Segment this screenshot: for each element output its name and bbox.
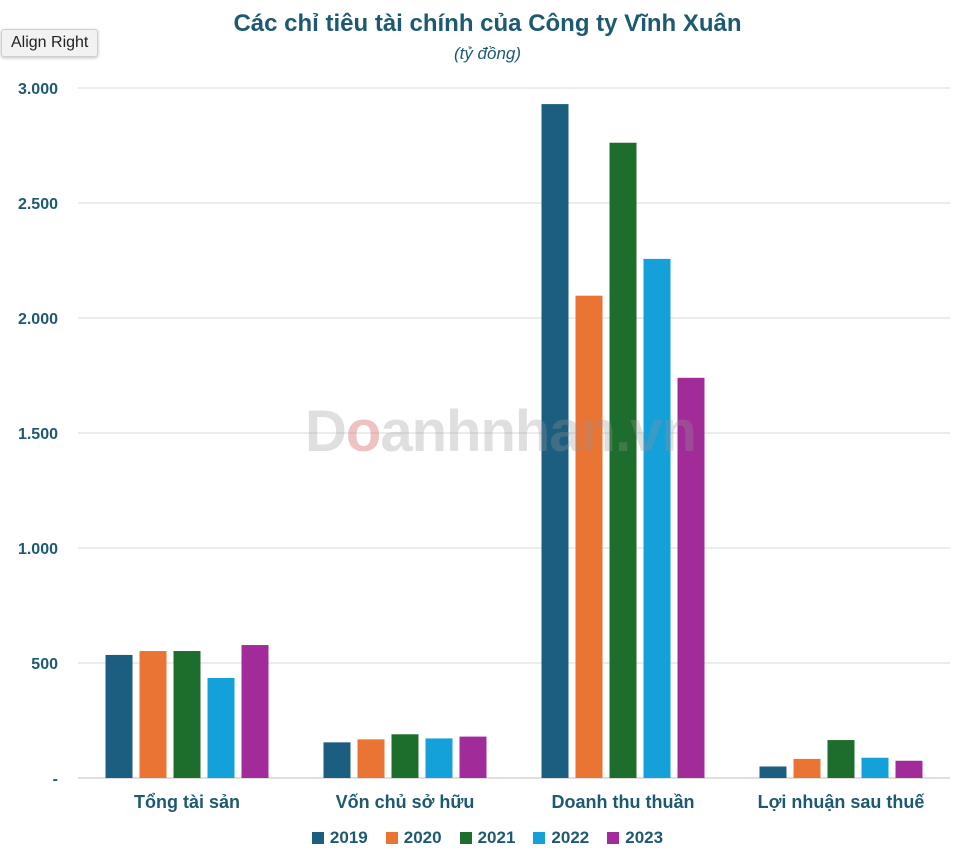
category-label: Tổng tài sản [134, 792, 240, 812]
bar-2019-2 [541, 104, 569, 779]
legend-swatch [607, 832, 620, 844]
y-tick-label: 2.500 [18, 196, 58, 213]
chart-title: Các chỉ tiêu tài chính của Công ty Vĩnh … [233, 10, 742, 37]
legend-label: 2020 [403, 828, 442, 847]
legend-item-2019: 2019 [311, 828, 368, 848]
legend-label: 2019 [329, 828, 368, 847]
y-tick-label: - [53, 771, 58, 788]
legend-swatch [385, 832, 398, 844]
bar-2022-3 [861, 757, 889, 778]
bar-2023-0 [241, 645, 269, 778]
bar-2019-0 [105, 654, 133, 778]
category-label: Vốn chủ sở hữu [336, 792, 475, 812]
bar-2023-3 [895, 760, 923, 778]
bar-2020-2 [575, 295, 603, 778]
y-tick-label: 1.500 [18, 426, 58, 443]
legend-item-2021: 2021 [459, 828, 516, 848]
bar-2023-2 [677, 377, 705, 778]
bar-2021-3 [827, 740, 855, 778]
bar-2023-1 [459, 736, 487, 778]
y-tick-label: 500 [31, 656, 58, 673]
bar-2022-0 [207, 677, 235, 778]
bar-2020-3 [793, 758, 821, 778]
y-tick-label: 2.000 [18, 311, 58, 328]
legend-swatch [311, 832, 324, 844]
y-tick-label: 1.000 [18, 541, 58, 558]
legend-item-2022: 2022 [533, 828, 589, 848]
legend-label: 2022 [551, 828, 590, 847]
bar-2019-3 [759, 766, 787, 778]
legend-label: 2023 [625, 828, 664, 847]
legend-swatch [459, 832, 472, 844]
bar-2022-1 [425, 738, 453, 778]
y-tick-label: 3.000 [18, 81, 58, 98]
watermark-logo: Doanhnhan.vn [305, 399, 697, 464]
category-label: Lợi nhuận sau thuế [758, 792, 926, 812]
legend-label: 2021 [477, 828, 516, 847]
chart-subtitle: (tỷ đồng) [453, 44, 522, 63]
bar-2020-0 [139, 651, 167, 778]
bars [105, 104, 923, 779]
bar-2021-0 [173, 651, 201, 778]
legend-swatch [533, 832, 546, 844]
legend-item-2023: 2023 [607, 828, 663, 848]
legend-item-2020: 2020 [385, 828, 442, 848]
legend: 2019 2020 2021 2022 2023 [0, 828, 975, 848]
y-axis-tick-labels: - 500 1.000 1.500 2.000 2.500 3.000 [18, 81, 58, 788]
bar-2022-2 [643, 258, 671, 778]
align-right-tooltip: Align Right [1, 29, 99, 57]
bar-2021-2 [609, 142, 637, 779]
bar-2020-1 [357, 739, 385, 778]
bar-2021-1 [391, 734, 419, 778]
category-labels: Tổng tài sản Vốn chủ sở hữu Doanh thu thuầ… [134, 792, 925, 812]
category-label: Doanh thu thuần [552, 792, 695, 812]
bar-2019-1 [323, 742, 351, 778]
